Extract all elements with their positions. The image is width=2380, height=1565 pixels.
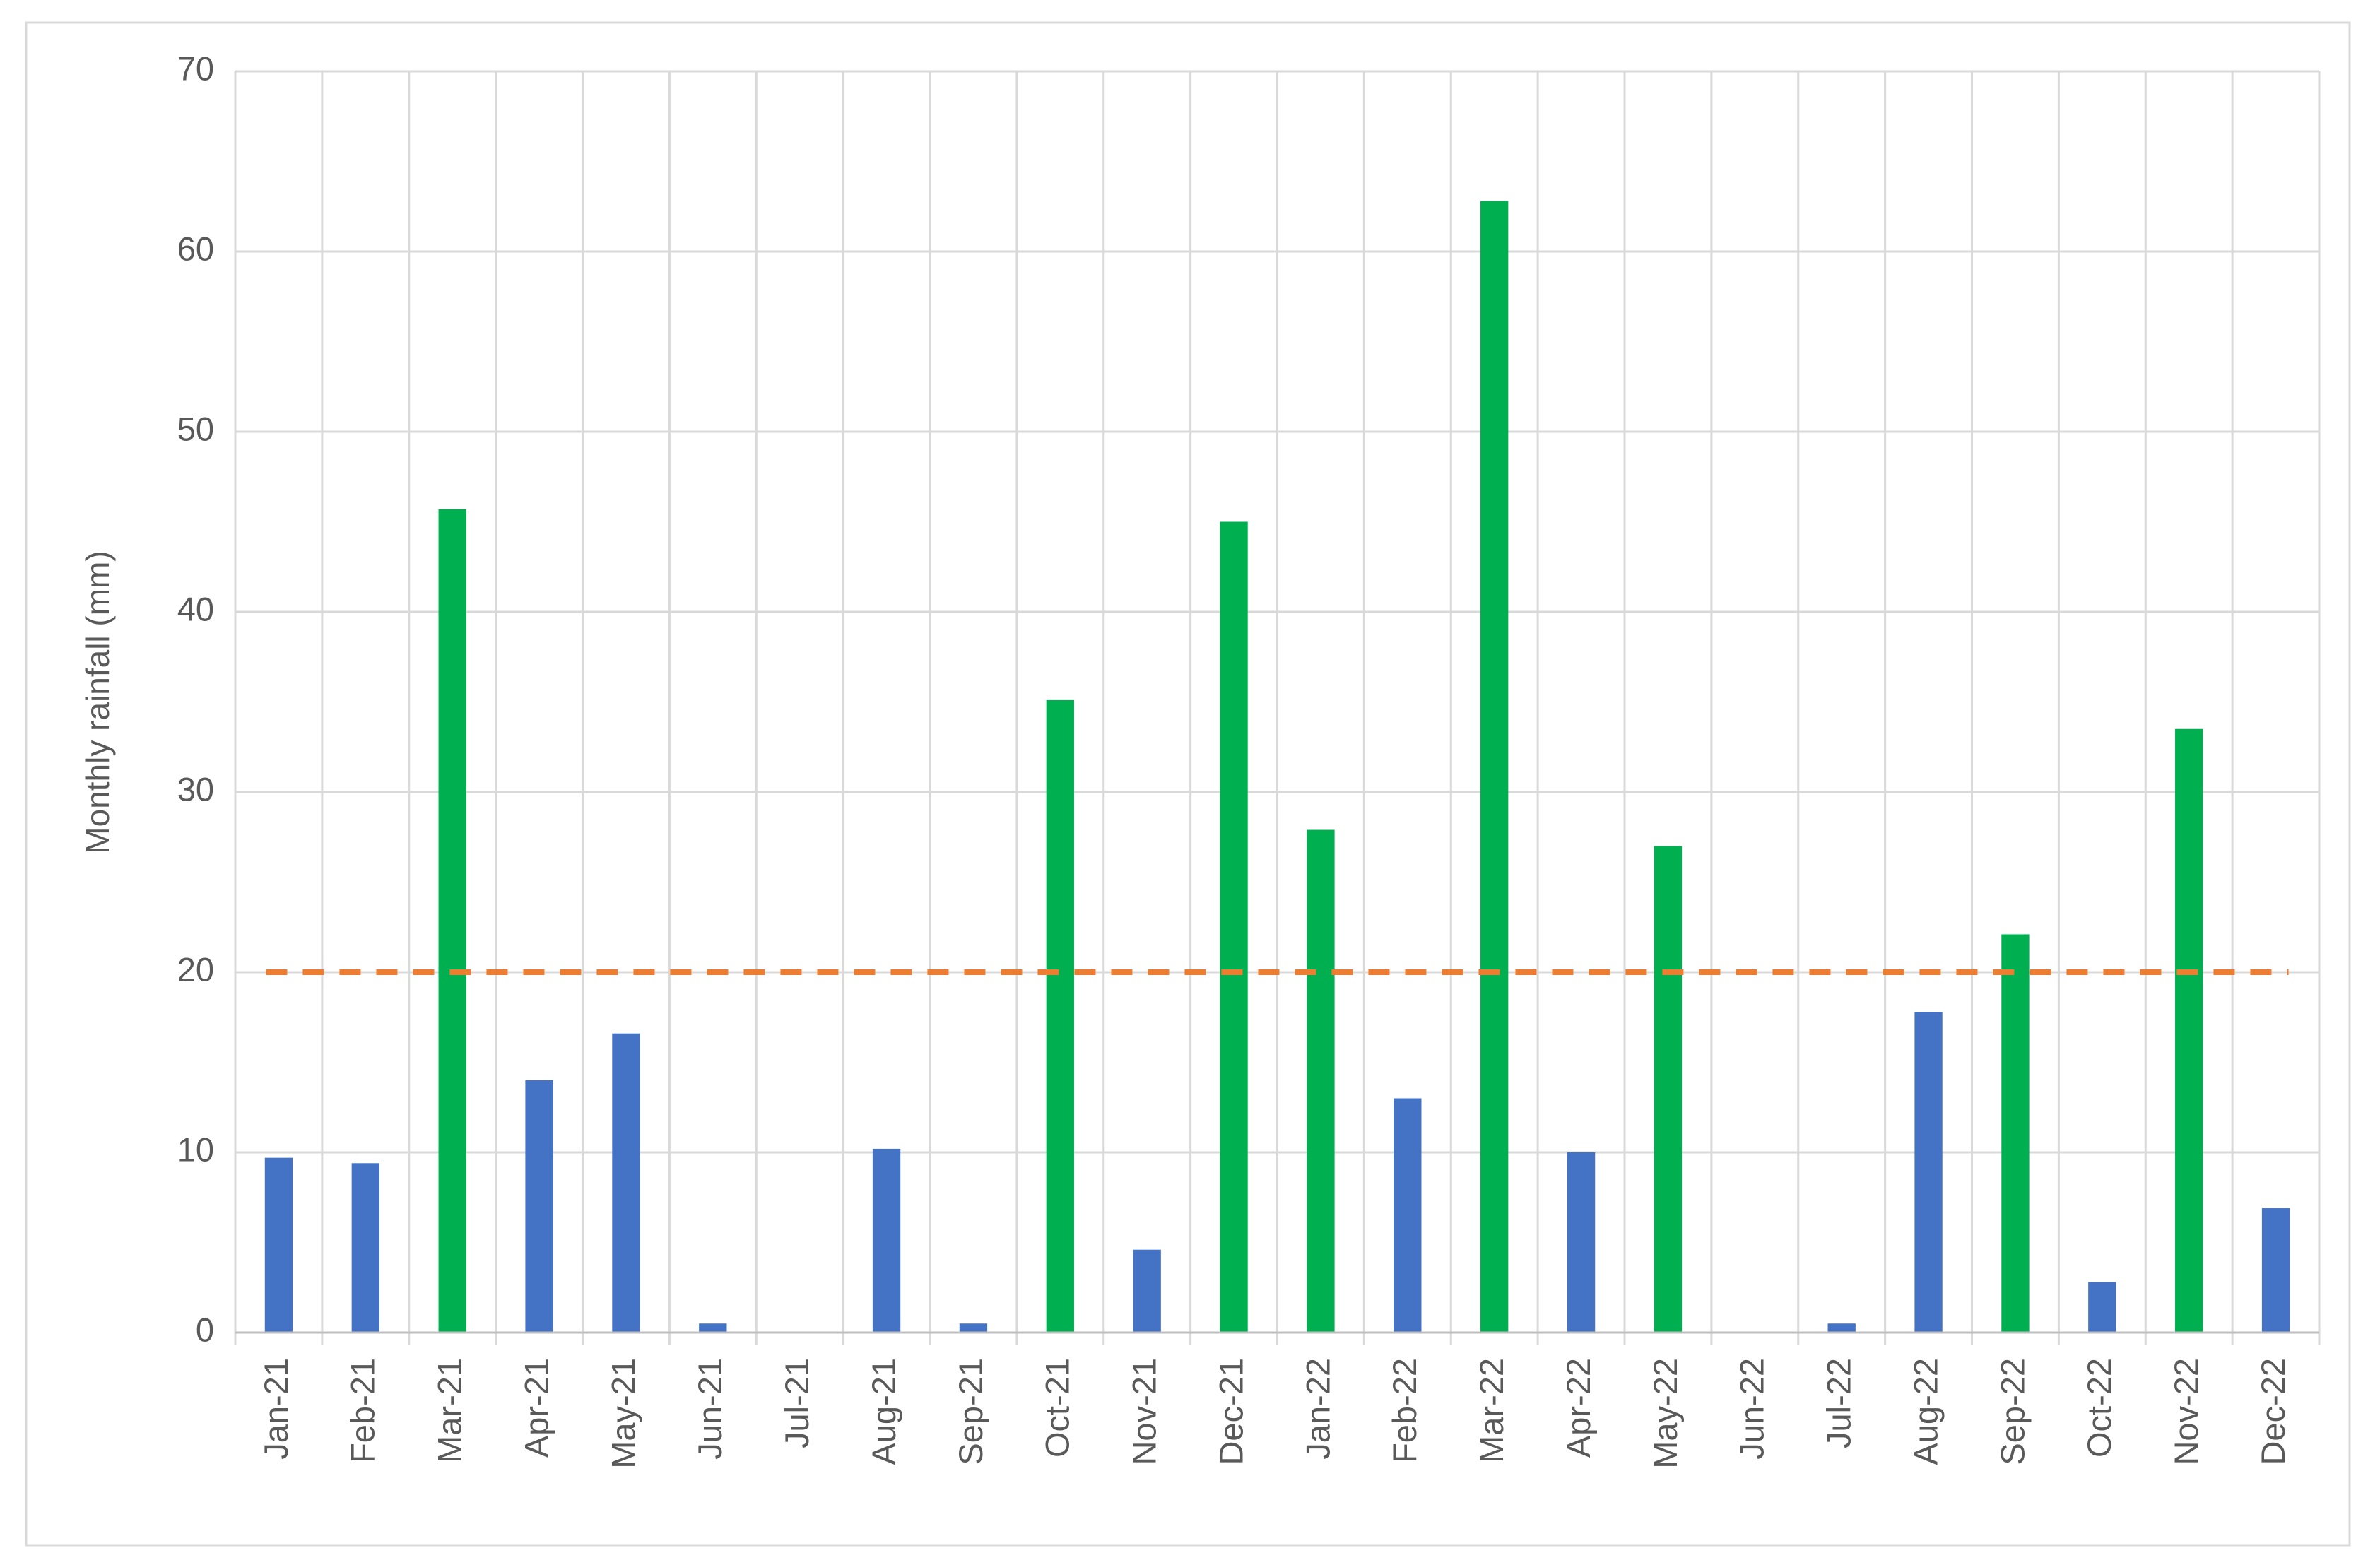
bar bbox=[2175, 728, 2203, 1333]
y-axis-title: Monthly rainfall (mm) bbox=[79, 550, 116, 854]
y-tick-label: 40 bbox=[177, 590, 214, 627]
y-tick-label: 50 bbox=[177, 410, 214, 447]
chart-border bbox=[25, 21, 2351, 1547]
bar bbox=[959, 1323, 988, 1333]
bar bbox=[872, 1148, 901, 1333]
x-tick-label: Feb-22 bbox=[1386, 1358, 1423, 1463]
x-tick-label: Sep-22 bbox=[1993, 1358, 2031, 1465]
bar bbox=[699, 1323, 727, 1333]
y-tick-label: 30 bbox=[177, 770, 214, 808]
x-tick-label: Jun-21 bbox=[691, 1358, 729, 1460]
y-tick-label: 20 bbox=[177, 950, 214, 988]
x-tick-label: May-22 bbox=[1646, 1358, 1684, 1469]
x-tick-label: Dec-21 bbox=[1212, 1358, 1249, 1465]
bar bbox=[1567, 1152, 1596, 1333]
y-tick-label: 70 bbox=[177, 49, 214, 87]
x-tick-label: Apr-21 bbox=[517, 1358, 555, 1458]
bar bbox=[2001, 934, 2030, 1333]
bar bbox=[1133, 1249, 1161, 1333]
x-tick-label: Aug-22 bbox=[1907, 1358, 1944, 1465]
x-tick-label: Oct-22 bbox=[2080, 1358, 2118, 1458]
bar bbox=[264, 1157, 293, 1333]
x-tick-label: May-21 bbox=[604, 1358, 642, 1469]
bar bbox=[438, 509, 466, 1333]
bar bbox=[612, 1033, 640, 1333]
x-tick-label: Mar-21 bbox=[431, 1358, 469, 1463]
bar bbox=[1827, 1323, 1856, 1333]
x-tick-label: Jul-22 bbox=[1820, 1358, 1858, 1448]
bar bbox=[1307, 829, 1335, 1333]
bar bbox=[1046, 699, 1074, 1333]
x-tick-label: Mar-22 bbox=[1473, 1358, 1510, 1463]
bar bbox=[1220, 521, 1248, 1333]
y-tick-label: 0 bbox=[196, 1311, 214, 1348]
x-tick-label: Dec-22 bbox=[2254, 1358, 2292, 1465]
bar bbox=[525, 1080, 553, 1333]
x-tick-label: Oct-21 bbox=[1039, 1358, 1076, 1458]
bar bbox=[1480, 201, 1509, 1333]
x-tick-label: Nov-21 bbox=[1126, 1358, 1163, 1465]
bar bbox=[2088, 1282, 2116, 1333]
y-tick-label: 60 bbox=[177, 230, 214, 267]
x-tick-label: Feb-21 bbox=[344, 1358, 382, 1463]
bar bbox=[2261, 1208, 2290, 1333]
bar bbox=[1394, 1098, 1422, 1333]
y-tick-label: 10 bbox=[177, 1130, 214, 1168]
x-tick-label: Jul-21 bbox=[778, 1358, 815, 1448]
x-tick-label: Nov-22 bbox=[2167, 1358, 2205, 1465]
x-tick-label: Jun-22 bbox=[1733, 1358, 1771, 1460]
x-tick-label: Apr-22 bbox=[1560, 1358, 1597, 1458]
bar bbox=[351, 1163, 379, 1333]
x-tick-label: Aug-21 bbox=[865, 1358, 902, 1465]
bar bbox=[1914, 1012, 1943, 1333]
x-tick-label: Sep-21 bbox=[952, 1358, 989, 1465]
x-tick-label: Jan-21 bbox=[257, 1358, 295, 1460]
x-tick-label: Jan-22 bbox=[1299, 1358, 1336, 1460]
bar bbox=[1654, 846, 1683, 1333]
